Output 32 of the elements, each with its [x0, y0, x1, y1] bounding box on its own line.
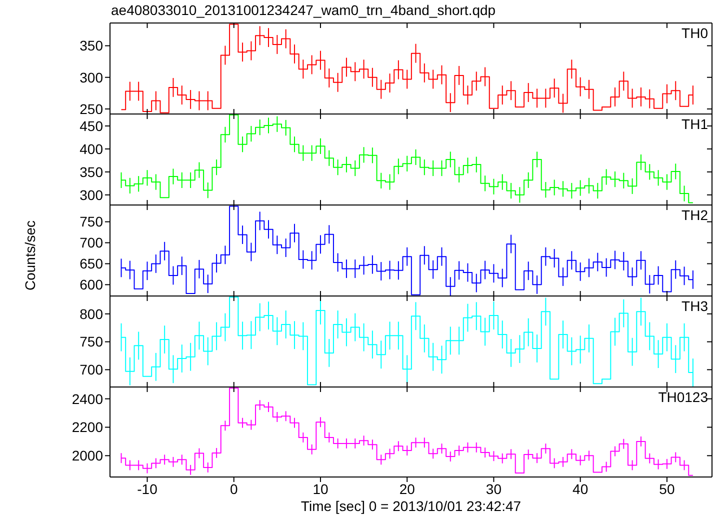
- x-tick-label: 40: [572, 480, 588, 497]
- annotation: TH3: [682, 298, 708, 314]
- annotation: TH0123: [658, 389, 708, 405]
- annotation: TH2: [682, 207, 708, 223]
- y-tick-label: 800: [80, 306, 104, 322]
- x-tick-label: 10: [312, 480, 328, 497]
- y-tick-label: 300: [80, 69, 104, 86]
- y-tick-label: 750: [80, 334, 104, 350]
- y-tick-label: 700: [80, 362, 104, 378]
- x-tick-label: -10: [137, 480, 158, 497]
- y-tick-label: 600: [80, 276, 104, 293]
- y-tick-label: 450: [80, 118, 104, 134]
- x-tick-label: 30: [486, 480, 502, 497]
- y-tick-label: 2000: [72, 448, 104, 464]
- y-tick-label: 700: [80, 234, 104, 251]
- y-tick-label: 300: [80, 186, 104, 203]
- x-tick-label: 50: [659, 480, 675, 497]
- chart-title: ae408033010_20131001234247_wam0_trn_4band_short.qdp: [111, 2, 496, 18]
- y-tick-label: 350: [80, 38, 104, 54]
- x-tick-label: 20: [399, 480, 416, 497]
- annotation: TH0: [682, 25, 708, 41]
- y-tick-label: 250: [80, 100, 104, 117]
- y-axis-title: Counts/sec: [22, 220, 38, 290]
- y-tick-label: 650: [80, 256, 104, 272]
- y-tick-label: 350: [80, 164, 104, 180]
- x-tick-label: 0: [230, 480, 238, 497]
- annotation: TH1: [682, 116, 708, 132]
- y-tick-label: 400: [80, 140, 104, 157]
- y-tick-label: 2200: [72, 419, 104, 436]
- y-tick-label: 2400: [72, 390, 104, 407]
- y-tick-label: 750: [80, 214, 104, 230]
- x-axis-title: Time [sec] 0 = 2013/10/01 23:42:47: [300, 498, 522, 514]
